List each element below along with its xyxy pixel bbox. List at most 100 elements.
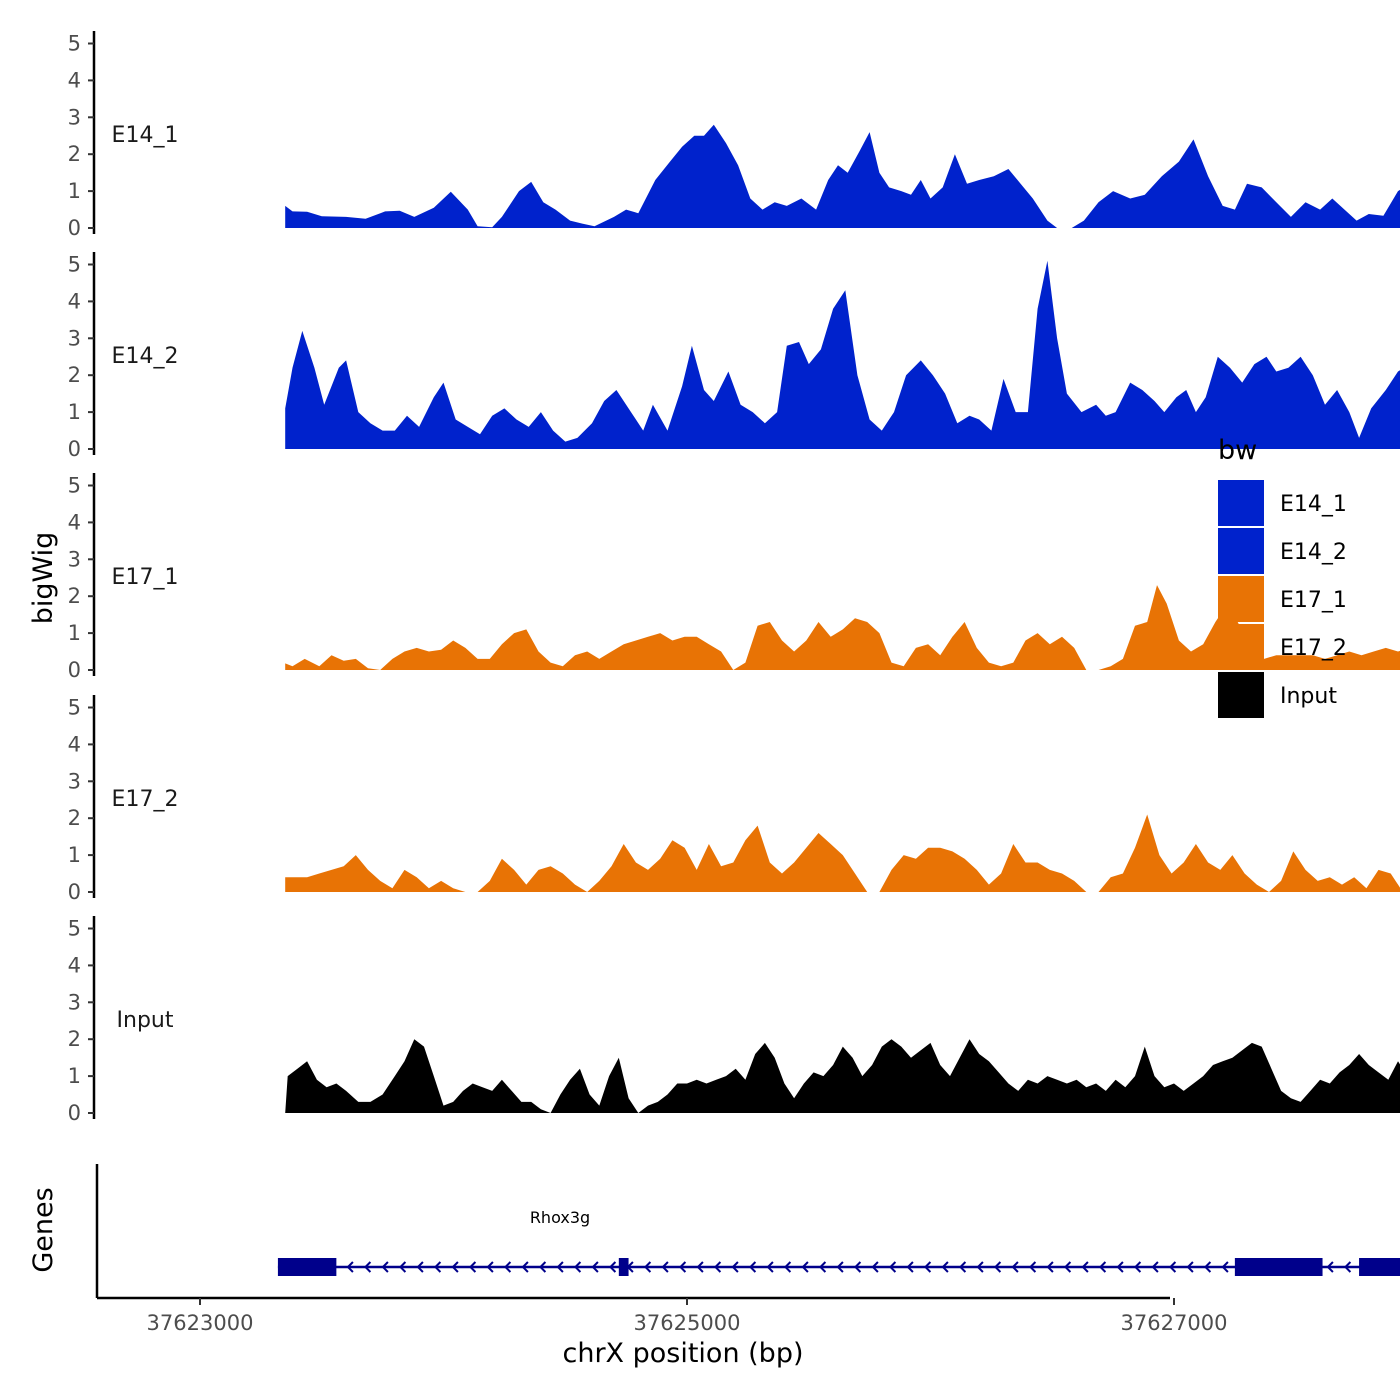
strand-arrow <box>1046 1261 1054 1273</box>
legend-items: E14_1 E14_2 E17_1 E17_2 Input <box>1218 480 1347 718</box>
y-tick-label: 3 <box>68 105 81 129</box>
strand-arrow <box>451 1261 459 1273</box>
strand-arrow <box>941 1261 949 1273</box>
strand-arrow <box>416 1261 424 1273</box>
legend-label-E17_2: E17_2 <box>1280 636 1347 661</box>
y-tick-label: 1 <box>68 843 81 867</box>
track-panel-Input: 0 1 2 3 4 5 Input <box>68 916 1400 1125</box>
gene-name-label: Rhox3g <box>530 1208 590 1227</box>
y-tick-label: 3 <box>68 547 81 571</box>
legend-label-E17_1: E17_1 <box>1280 588 1347 613</box>
strand-arrow <box>434 1261 442 1273</box>
strand-arrow <box>1186 1261 1194 1273</box>
signal-area-E14_1 <box>285 124 1400 228</box>
y-tick-label: 2 <box>68 806 81 830</box>
y-tick-label: 3 <box>68 990 81 1014</box>
y-tick-label: 5 <box>68 253 81 277</box>
strand-arrow <box>556 1261 564 1273</box>
y-tick-label: 0 <box>68 1101 81 1125</box>
x-tick-label: 37623000 <box>147 1311 254 1335</box>
strand-arrow <box>766 1261 774 1273</box>
strand-arrow <box>1064 1261 1072 1273</box>
legend-swatch-E14_1 <box>1218 480 1264 526</box>
genes-axis-title: Genes <box>28 1187 59 1272</box>
strand-arrow <box>976 1261 984 1273</box>
gene-model <box>277 1258 1400 1276</box>
y-tick-label: 1 <box>68 621 81 645</box>
y-tick-label: 2 <box>68 1027 81 1051</box>
track-label-E17_2: E17_2 <box>112 787 179 812</box>
strand-arrow <box>1081 1261 1089 1273</box>
y-tick-label: 1 <box>68 400 81 424</box>
strand-arrow <box>679 1261 687 1273</box>
strand-arrow <box>1116 1261 1124 1273</box>
y-tick-label: 4 <box>68 510 81 534</box>
track-label-E17_1: E17_1 <box>112 565 179 590</box>
legend-label-E14_1: E14_1 <box>1280 492 1347 517</box>
x-axis-title: chrX position (bp) <box>562 1338 803 1369</box>
y-tick-label: 4 <box>68 953 81 977</box>
strand-arrow <box>871 1261 879 1273</box>
legend-swatch-E17_1 <box>1218 576 1264 622</box>
strand-arrow <box>1029 1261 1037 1273</box>
y-tick-label: 5 <box>68 474 81 498</box>
y-tick-label: 3 <box>68 326 81 350</box>
strand-arrow <box>521 1261 529 1273</box>
strand-arrow <box>801 1261 809 1273</box>
strand-arrow <box>836 1261 844 1273</box>
track-panel-E17_1: 0 1 2 3 4 5 E17_1 <box>68 473 1400 682</box>
strand-arrow <box>661 1261 669 1273</box>
signal-area-E17_1 <box>285 585 1400 670</box>
y-tick-label: 0 <box>68 658 81 682</box>
strand-arrow <box>364 1261 372 1273</box>
strand-arrow <box>1344 1261 1352 1273</box>
gene-exon <box>1359 1258 1400 1276</box>
strand-arrow <box>696 1261 704 1273</box>
signal-area-E14_2 <box>285 260 1400 449</box>
strand-arrow <box>749 1261 757 1273</box>
y-tick-label: 4 <box>68 289 81 313</box>
strand-arrow <box>1221 1261 1229 1273</box>
legend-swatch-E17_2 <box>1218 624 1264 670</box>
y-tick-label: 0 <box>68 880 81 904</box>
y-tick-label: 1 <box>68 179 81 203</box>
track-panel-E14_1: 0 1 2 3 4 5 E14_1 <box>68 31 1400 240</box>
legend-swatch-E14_2 <box>1218 528 1264 574</box>
strand-arrow <box>959 1261 967 1273</box>
y-tick-label: 2 <box>68 142 81 166</box>
strand-arrow <box>731 1261 739 1273</box>
track-panel-E17_2: 0 1 2 3 4 5 E17_2 <box>68 695 1400 904</box>
y-tick-label: 5 <box>68 696 81 720</box>
strand-arrow <box>486 1261 494 1273</box>
y-tick-label: 5 <box>68 32 81 56</box>
strand-arrow <box>1169 1261 1177 1273</box>
strand-arrow <box>1204 1261 1212 1273</box>
y-axis-title: bigWig <box>28 532 59 625</box>
x-axis: 37623000376250003762700037629000 <box>97 1296 1228 1335</box>
strand-arrow <box>924 1261 932 1273</box>
gene-exon <box>1234 1258 1323 1276</box>
signal-area-E17_2 <box>285 814 1400 892</box>
track-label-E14_2: E14_2 <box>112 344 179 369</box>
signal-area-Input <box>285 1039 1400 1113</box>
strand-arrow <box>819 1261 827 1273</box>
strand-arrow <box>609 1261 617 1273</box>
strand-arrow <box>399 1261 407 1273</box>
y-tick-label: 0 <box>68 216 81 240</box>
legend-label-E14_2: E14_2 <box>1280 540 1347 565</box>
track-label-E14_1: E14_1 <box>112 123 179 148</box>
x-tick-label: 37625000 <box>634 1311 741 1335</box>
strand-arrow <box>1151 1261 1159 1273</box>
gene-exon <box>277 1258 337 1276</box>
strand-arrow <box>504 1261 512 1273</box>
strand-arrow <box>889 1261 897 1273</box>
x-tick-label: 37627000 <box>1121 1311 1228 1335</box>
strand-arrow <box>714 1261 722 1273</box>
strand-arrow <box>574 1261 582 1273</box>
y-tick-label: 4 <box>68 732 81 756</box>
x-ticks: 37623000376250003762700037629000 <box>147 1298 1228 1335</box>
legend-label-Input: Input <box>1280 684 1337 709</box>
y-tick-label: 4 <box>68 68 81 92</box>
track-label-Input: Input <box>117 1008 174 1033</box>
